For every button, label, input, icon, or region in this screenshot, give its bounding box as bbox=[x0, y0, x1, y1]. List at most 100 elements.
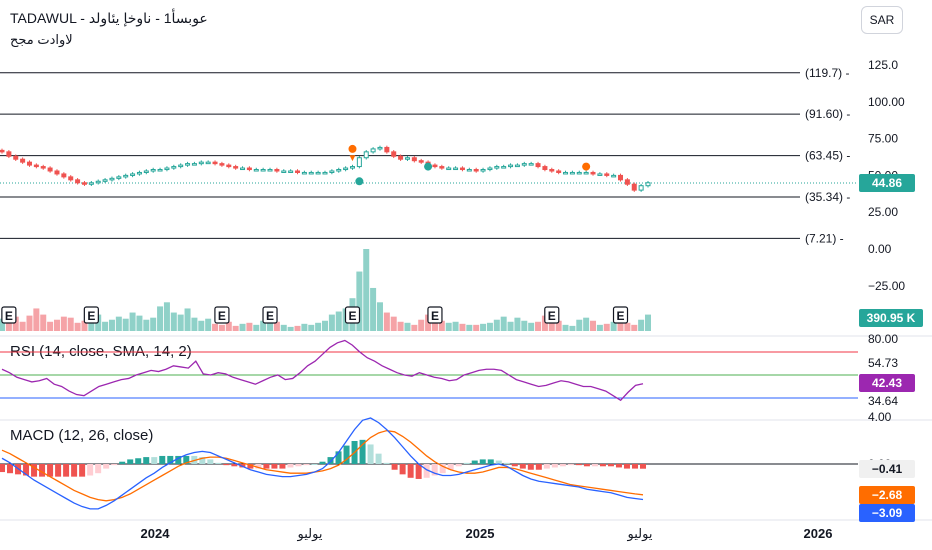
volume-bar bbox=[81, 320, 88, 331]
candle-body bbox=[68, 176, 74, 181]
macd-histogram-bar bbox=[143, 457, 150, 464]
volume-bar bbox=[535, 321, 542, 331]
candle-body bbox=[288, 170, 294, 173]
symbol-title: TADAWUL - عوبسأ1 - ناوخإ يئاولد bbox=[10, 10, 208, 26]
macd-histogram-bar bbox=[175, 455, 182, 464]
volume-bar bbox=[5, 320, 12, 331]
volume-bar bbox=[143, 319, 150, 331]
macd-histogram-bar bbox=[87, 464, 94, 476]
candle-body bbox=[109, 177, 115, 181]
earnings-marker-label: E bbox=[266, 309, 274, 323]
candle-body bbox=[453, 167, 459, 171]
price-axis-tick: 75.00 bbox=[868, 132, 898, 146]
price-axis-tick: 125.0 bbox=[868, 58, 898, 72]
currency-button[interactable]: SAR bbox=[861, 6, 903, 34]
macd-histogram-bar bbox=[599, 464, 606, 467]
signal-marker-arrow: ▼ bbox=[348, 153, 358, 164]
candle-body bbox=[219, 163, 225, 166]
volume-bar bbox=[590, 320, 597, 331]
candle-body bbox=[494, 166, 500, 169]
macd-histogram-bar bbox=[447, 464, 454, 470]
volume-last-badge-bg bbox=[859, 309, 923, 327]
candle-body bbox=[549, 169, 555, 172]
macd-histogram-bar bbox=[615, 464, 622, 468]
rsi-line bbox=[1, 339, 644, 402]
volume-bar bbox=[397, 321, 404, 331]
macd-histogram-bar bbox=[359, 439, 366, 464]
macd-histogram-bar bbox=[519, 464, 526, 469]
volume-bar bbox=[390, 316, 397, 331]
candle-body bbox=[432, 164, 438, 168]
price-level-label: (91.60) - bbox=[805, 107, 850, 121]
macd-histogram-bar bbox=[135, 458, 142, 464]
candle-body bbox=[6, 151, 12, 157]
macd-histogram-bar bbox=[311, 464, 318, 465]
time-axis-tick: 2026 bbox=[804, 526, 833, 541]
volume-bar bbox=[411, 324, 418, 331]
macd-hist-badge: −0.41 bbox=[872, 462, 903, 476]
candle-body bbox=[336, 169, 342, 172]
macd-histogram-bar bbox=[503, 462, 510, 464]
candle-body bbox=[501, 166, 507, 169]
volume-bar bbox=[280, 324, 287, 331]
macd-histogram-bar bbox=[575, 464, 582, 466]
volume-bar bbox=[528, 322, 535, 331]
macd-histogram-bar bbox=[23, 464, 30, 476]
candle-body bbox=[212, 161, 218, 165]
macd-histogram-bar bbox=[279, 464, 286, 469]
candle-body bbox=[233, 166, 239, 169]
candle-body bbox=[638, 185, 644, 191]
candle-body bbox=[569, 171, 575, 175]
time-axis-tick: 2024 bbox=[141, 526, 171, 541]
macd-histogram-bar bbox=[159, 455, 166, 464]
candle-body bbox=[439, 166, 445, 169]
time-axis-tick: 2025 bbox=[466, 526, 495, 541]
volume-bar bbox=[596, 324, 603, 331]
volume-bar bbox=[74, 322, 81, 331]
candle-body bbox=[281, 170, 287, 173]
candle-body bbox=[356, 157, 362, 168]
volume-bar bbox=[47, 321, 54, 331]
candle-body bbox=[150, 169, 156, 172]
macd-histogram-bar bbox=[39, 464, 46, 477]
rsi-axis-tick: 80.00 bbox=[868, 332, 898, 346]
candle-body bbox=[308, 171, 314, 175]
volume-bar bbox=[53, 319, 60, 331]
candle-body bbox=[26, 161, 32, 166]
candle-body bbox=[33, 164, 39, 168]
macd-histogram-bar bbox=[207, 459, 214, 464]
volume-bar bbox=[60, 316, 67, 331]
macd-histogram-bar bbox=[255, 464, 262, 469]
earnings-marker-label: E bbox=[218, 309, 226, 323]
volume-bar bbox=[521, 320, 528, 331]
macd-histogram-bar bbox=[183, 455, 190, 464]
candle-body bbox=[583, 171, 589, 175]
volume-bar bbox=[157, 306, 164, 331]
volume-subtitle: لاوادت مجح bbox=[10, 32, 73, 47]
macd-histogram-bar bbox=[375, 453, 382, 464]
volume-bar bbox=[150, 317, 157, 331]
volume-bar bbox=[212, 323, 219, 331]
candle-body bbox=[487, 167, 493, 171]
earnings-marker bbox=[344, 306, 361, 324]
volume-bar bbox=[163, 302, 170, 331]
signal-marker bbox=[355, 177, 364, 186]
volume-bar bbox=[445, 322, 452, 331]
macd-histogram-bar bbox=[327, 457, 334, 464]
candle-body bbox=[267, 169, 273, 172]
candle-body bbox=[466, 169, 472, 172]
time-axis-tick: يوليو bbox=[627, 526, 653, 542]
macd-histogram-bar bbox=[111, 464, 118, 466]
candle-body bbox=[349, 166, 355, 169]
price-level-label: (63.45) - bbox=[805, 149, 850, 163]
volume-bar bbox=[108, 319, 115, 331]
macd-histogram-bar bbox=[0, 464, 5, 473]
candle-body bbox=[329, 170, 335, 173]
volume-bar bbox=[26, 315, 33, 331]
macd-histogram-bar bbox=[415, 464, 422, 479]
volume-bar bbox=[88, 317, 95, 331]
macd-histogram-bar bbox=[287, 464, 294, 468]
candle-body bbox=[274, 169, 280, 172]
volume-bar bbox=[294, 325, 301, 331]
